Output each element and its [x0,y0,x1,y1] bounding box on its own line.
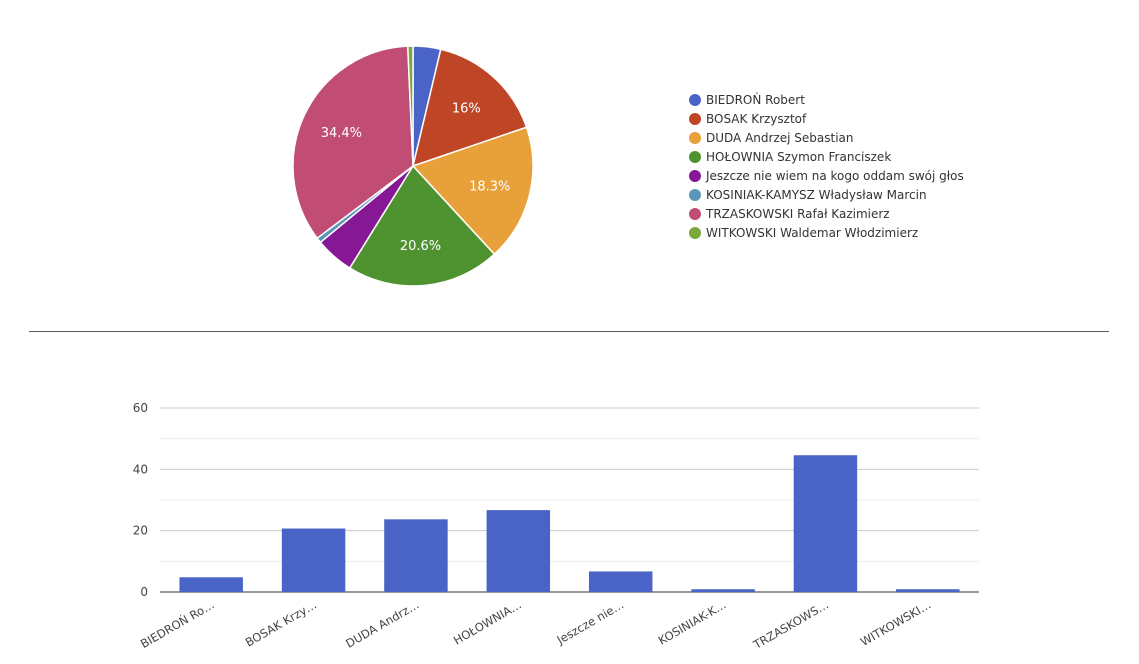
legend-marker [689,227,701,239]
bar-bosak-krzy[interactable] [281,528,346,592]
legend-marker [689,94,701,106]
pie-slice-trzaskowski-rafal-kazimierz[interactable] [292,45,414,240]
pie-slice-label: 16% [452,101,481,116]
legend-marker [689,132,701,144]
pie-slice-duda-andrzej-sebastian[interactable] [411,126,534,256]
legend-label-kosiniak-kamysz-wladyslaw-marcin[interactable]: KOSINIAK-KAMYSZ Władysław Marcin [706,188,927,202]
pie-slice-label: 34.4% [321,126,362,141]
x-category-label: BIEDROŃ Ro… [138,597,217,651]
legend-marker [689,170,701,182]
legend-label-holownia-szymon-franciszek[interactable]: HOŁOWNIA Szymon Franciszek [706,150,891,164]
bar-kosiniak-k[interactable] [691,589,755,592]
legend-label-biedron-robert[interactable]: BIEDROŃ Robert [706,92,805,107]
legend-label-witkowski-waldemar-wlodzimierz[interactable]: WITKOWSKI Waldemar Włodzimierz [706,226,918,240]
bar-holownia[interactable] [486,510,551,592]
y-tick-label: 40 [133,462,148,476]
x-category-label: HOŁOWNIA… [451,597,524,647]
x-category-label: KOSINIAK-K… [656,597,729,647]
bar-witkowski[interactable] [896,589,960,592]
legend-marker [689,208,701,220]
x-category-label: Jeszcze nie… [554,597,627,647]
legend-label-jeszcze-nie-wiem-na-kogo-oddam-swoj-glos[interactable]: Jeszcze nie wiem na kogo oddam swój głos [705,169,964,183]
pie-slice-holownia-szymon-franciszek[interactable] [348,164,496,287]
x-category-label: WITKOWSKI… [858,597,933,649]
bar-trzaskows[interactable] [793,455,858,592]
legend-label-bosak-krzysztof[interactable]: BOSAK Krzysztof [706,112,807,126]
pie-chart: 16% 18.3% 20.6% 34.4% BIEDROŃ Robert BOSAK Kr… [292,45,964,287]
legend-marker [689,113,701,125]
legend-label-trzaskowski-rafal-kazimierz[interactable]: TRZASKOWSKI Rafał Kazimierz [705,207,890,221]
y-tick-label: 60 [133,401,148,415]
x-category-label: BOSAK Krzy… [243,597,319,649]
pie-slice-label: 20.6% [400,239,441,254]
x-category-label: TRZASKOWS… [750,597,831,652]
legend-marker [689,151,701,163]
y-tick-label: 0 [140,585,148,599]
y-tick-label: 20 [133,524,148,538]
legend-marker [689,189,701,201]
pie-slice-witkowski-waldemar-wlodzimierz[interactable] [406,45,414,167]
bar-jeszcze-nie[interactable] [588,571,653,592]
x-category-label: DUDA Andrz… [343,597,421,650]
bar-duda-andrz[interactable] [384,519,448,592]
pie-slice-label: 18.3% [469,179,510,194]
section-divider [29,331,1109,332]
legend-label-duda-andrzej-sebastian[interactable]: DUDA Andrzej Sebastian [706,131,854,145]
bar-biedron-ro[interactable] [179,577,243,592]
